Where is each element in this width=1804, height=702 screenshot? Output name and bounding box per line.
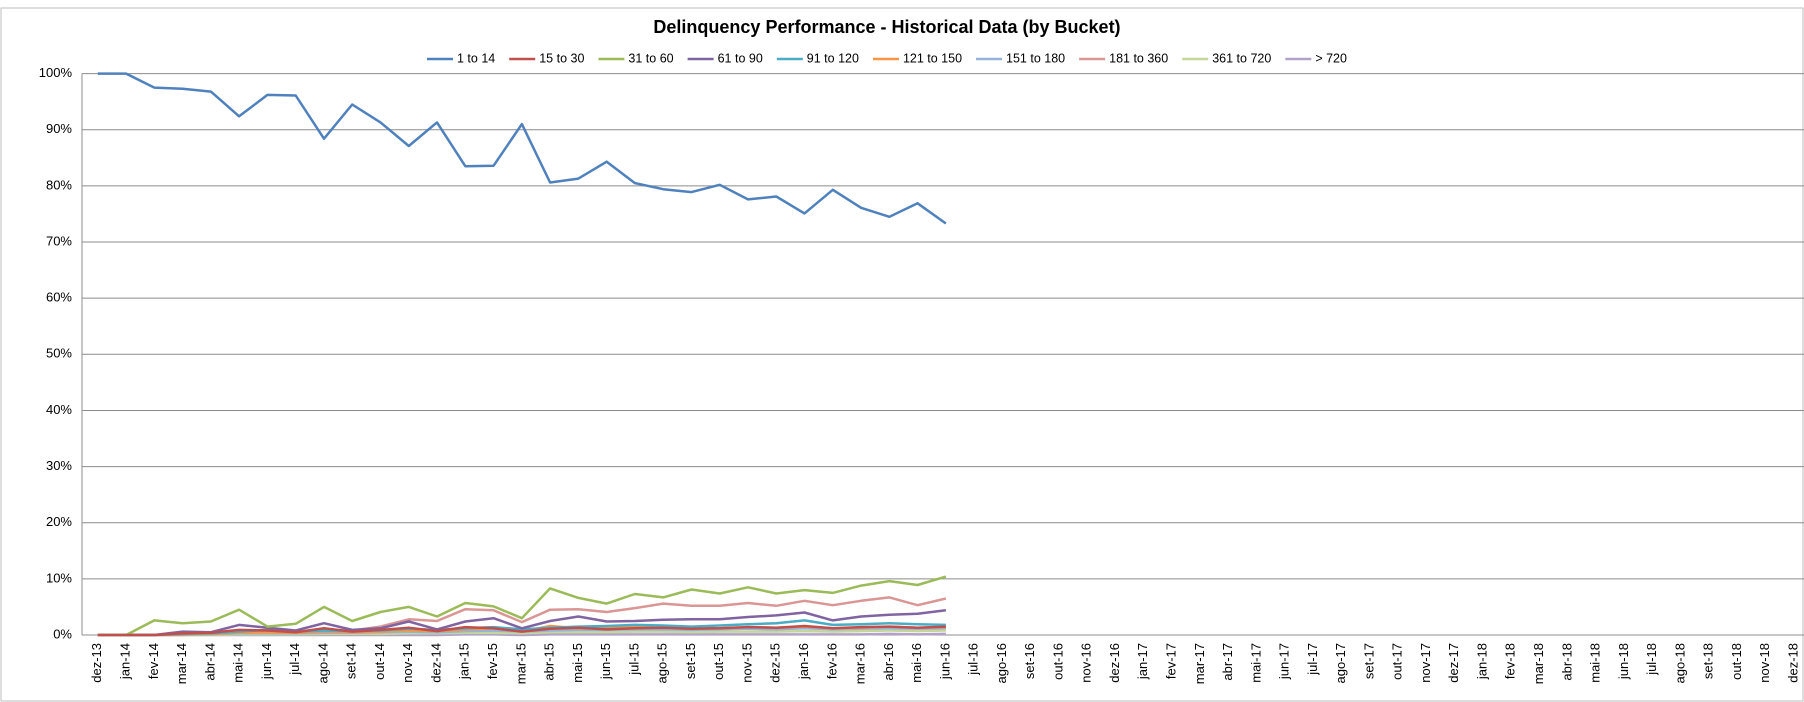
legend-label: 1 to 14 bbox=[457, 51, 495, 65]
x-tick-label: nov-18 bbox=[1757, 643, 1772, 683]
x-tick-label: fev-17 bbox=[1163, 643, 1178, 679]
legend-label: > 720 bbox=[1315, 51, 1347, 65]
x-tick-label: jul-14 bbox=[287, 643, 302, 676]
x-tick-label: jan-18 bbox=[1474, 643, 1489, 680]
legend-label: 91 to 120 bbox=[807, 51, 859, 65]
chart-title: Delinquency Performance - Historical Dat… bbox=[653, 17, 1120, 37]
x-tick-label: jan-14 bbox=[118, 643, 133, 680]
x-tick-label: jun-17 bbox=[1277, 643, 1292, 680]
x-tick-label: jul-15 bbox=[626, 643, 641, 676]
series-line bbox=[97, 72, 947, 225]
y-tick-label: 0% bbox=[53, 626, 72, 641]
y-tick-label: 100% bbox=[39, 65, 73, 80]
legend-label: 361 to 720 bbox=[1212, 51, 1271, 65]
x-tick-label: jan-16 bbox=[796, 643, 811, 680]
y-tick-label: 10% bbox=[46, 570, 72, 585]
x-tick-label: abr-17 bbox=[1220, 643, 1235, 681]
x-tick-label: out-14 bbox=[372, 643, 387, 680]
x-tick-label: dez-16 bbox=[1107, 643, 1122, 683]
series-line bbox=[97, 575, 947, 637]
x-tick-label: dez-17 bbox=[1446, 643, 1461, 683]
x-tick-label: mar-18 bbox=[1531, 643, 1546, 684]
x-tick-label: ago-15 bbox=[655, 643, 670, 683]
legend-label: 15 to 30 bbox=[539, 51, 584, 65]
x-tick-label: set-18 bbox=[1701, 643, 1716, 679]
x-tick-label: set-16 bbox=[1022, 643, 1037, 679]
x-tick-label: mai-14 bbox=[231, 643, 246, 683]
x-tick-label: ago-18 bbox=[1672, 643, 1687, 683]
x-tick-label: mai-18 bbox=[1588, 643, 1603, 683]
x-tick-label: jun-18 bbox=[1616, 643, 1631, 680]
legend-label: 61 to 90 bbox=[718, 51, 763, 65]
series-line bbox=[97, 624, 946, 637]
legend-label: 31 to 60 bbox=[628, 51, 673, 65]
x-tick-label: fev-14 bbox=[146, 643, 161, 679]
x-tick-label: jun-15 bbox=[598, 643, 613, 680]
x-tick-label: nov-15 bbox=[739, 643, 754, 683]
y-tick-label: 60% bbox=[46, 290, 72, 305]
x-tick-label: jun-14 bbox=[259, 643, 274, 680]
x-tick-label: fev-18 bbox=[1503, 643, 1518, 679]
legend-label: 121 to 150 bbox=[903, 51, 962, 65]
x-tick-label: jul-16 bbox=[966, 643, 981, 676]
legend-label: 181 to 360 bbox=[1109, 51, 1168, 65]
x-tick-label: jul-17 bbox=[1305, 643, 1320, 676]
x-tick-label: mar-16 bbox=[853, 643, 868, 684]
x-tick-label: out-16 bbox=[1050, 643, 1065, 680]
y-tick-label: 80% bbox=[46, 177, 72, 192]
x-tick-label: dez-14 bbox=[428, 643, 443, 683]
x-tick-label: nov-17 bbox=[1418, 643, 1433, 683]
legend: 1 to 14 15 to 30 31 to 60 61 to 90 91 to 120… bbox=[427, 51, 1347, 65]
x-tick-label: jun-16 bbox=[937, 643, 952, 680]
y-tick-label: 70% bbox=[46, 233, 72, 248]
x-tick-label: jul-18 bbox=[1644, 643, 1659, 676]
x-tick-label: set-17 bbox=[1361, 643, 1376, 679]
x-tick-label: out-15 bbox=[711, 643, 726, 680]
x-tick-label: mai-16 bbox=[909, 643, 924, 683]
x-tick-label: out-18 bbox=[1729, 643, 1744, 680]
x-tick-label: ago-16 bbox=[994, 643, 1009, 683]
y-tick-label: 20% bbox=[46, 514, 72, 529]
x-tick-label: mai-17 bbox=[1248, 643, 1263, 683]
x-tick-label: dez-15 bbox=[768, 643, 783, 683]
x-tick-label: fev-16 bbox=[824, 643, 839, 679]
x-tick-label: mai-15 bbox=[570, 643, 585, 683]
x-tick-label: abr-15 bbox=[542, 643, 557, 681]
legend-label: 151 to 180 bbox=[1006, 51, 1065, 65]
x-tick-label: mar-17 bbox=[1192, 643, 1207, 684]
x-tick-label: nov-14 bbox=[400, 643, 415, 683]
x-tick-label: out-17 bbox=[1390, 643, 1405, 680]
x-tick-label: ago-14 bbox=[315, 643, 330, 683]
x-tick-label: abr-16 bbox=[881, 643, 896, 681]
x-tick-label: set-15 bbox=[683, 643, 698, 679]
x-tick-label: set-14 bbox=[344, 643, 359, 679]
x-tick-label: abr-14 bbox=[202, 643, 217, 681]
x-tick-label: jan-17 bbox=[1135, 643, 1150, 680]
series-line bbox=[97, 609, 947, 637]
x-tick-label: dez-18 bbox=[1785, 643, 1800, 683]
y-tick-label: 90% bbox=[46, 121, 72, 136]
x-tick-label: nov-16 bbox=[1079, 643, 1094, 683]
x-tick-label: abr-18 bbox=[1559, 643, 1574, 681]
y-tick-label: 50% bbox=[46, 346, 72, 361]
x-tick-label: ago-17 bbox=[1333, 643, 1348, 683]
x-tick-label: dez-13 bbox=[89, 643, 104, 683]
y-tick-label: 40% bbox=[46, 402, 72, 417]
x-tick-label: jan-15 bbox=[457, 643, 472, 680]
x-tick-label: mar-14 bbox=[174, 643, 189, 684]
y-tick-label: 30% bbox=[46, 458, 72, 473]
x-tick-label: fev-15 bbox=[485, 643, 500, 679]
x-tick-label: mar-15 bbox=[513, 643, 528, 684]
